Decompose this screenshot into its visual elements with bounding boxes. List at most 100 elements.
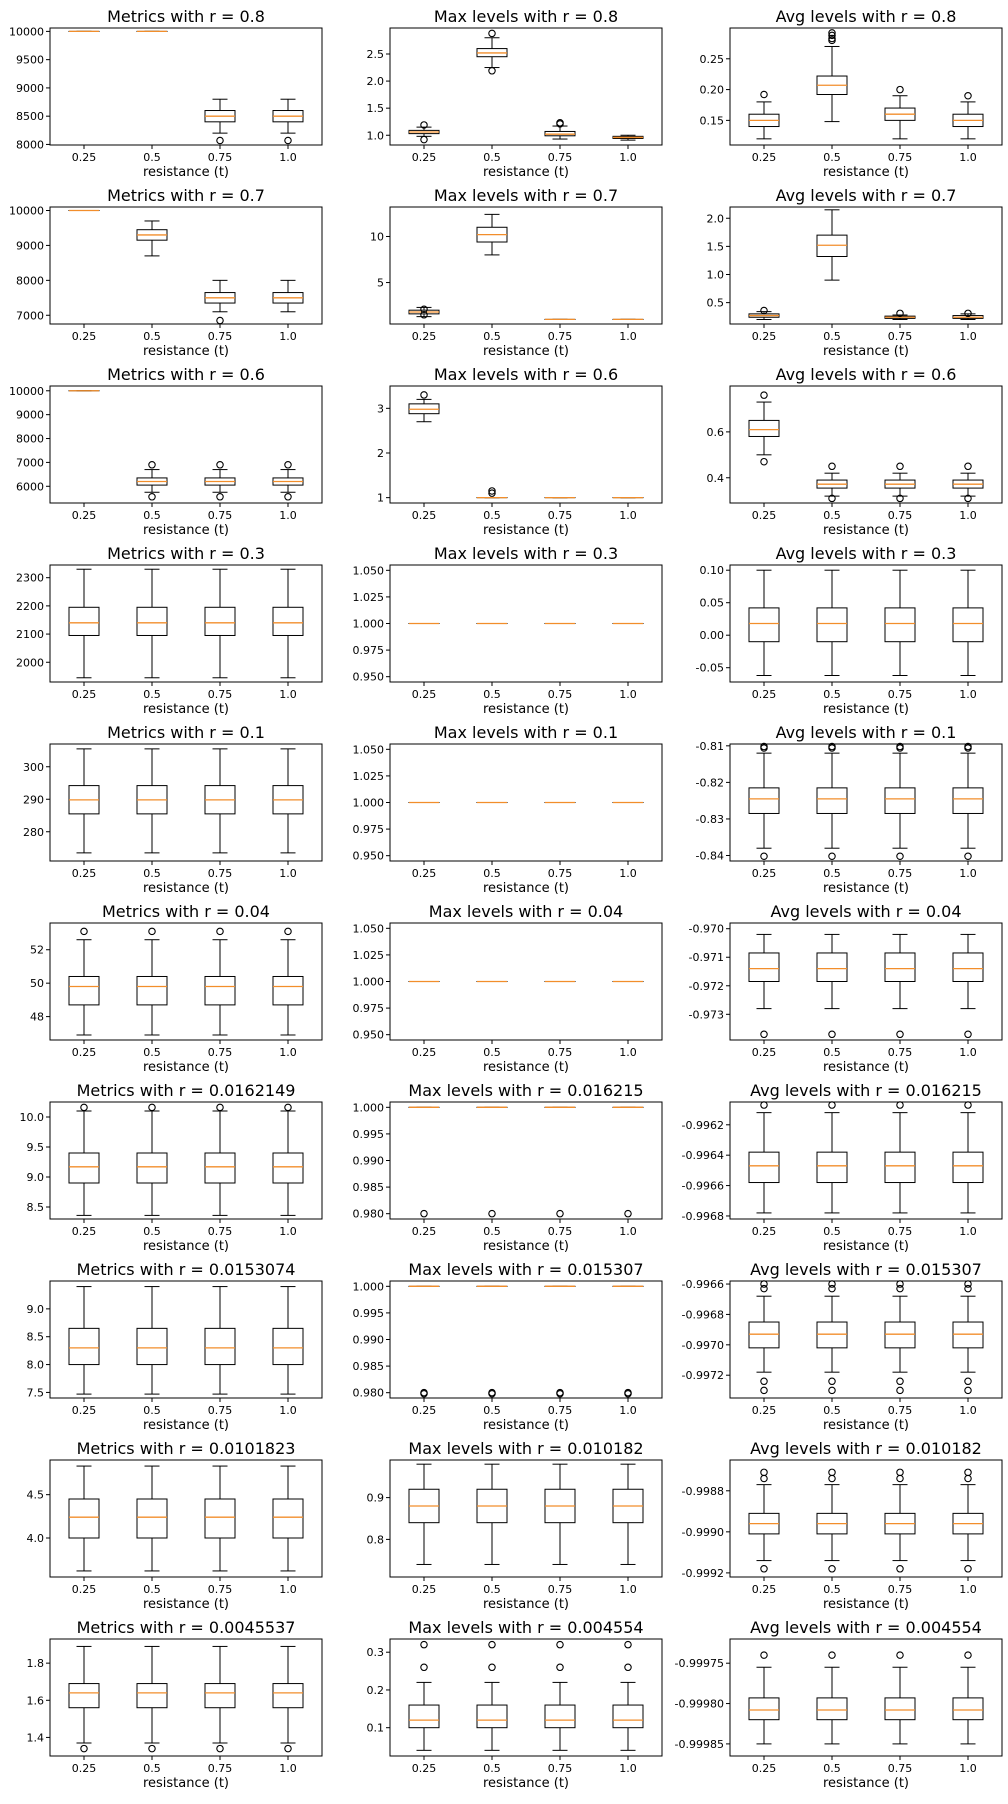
y-tick-label: 8.0 bbox=[27, 1359, 45, 1372]
x-tick-label: 0.25 bbox=[72, 867, 97, 880]
y-tick-label: -0.973 bbox=[689, 1008, 724, 1021]
plot-frame bbox=[390, 1102, 662, 1219]
y-tick-label: 0.9 bbox=[367, 1492, 385, 1505]
x-tick-label: 0.75 bbox=[888, 688, 913, 701]
x-tick-label: 0.25 bbox=[412, 1583, 437, 1596]
plot-frame bbox=[50, 1281, 322, 1398]
y-tick-label: -0.84 bbox=[696, 850, 724, 863]
subplot-18: Avg levels with r = 0.04-0.973-0.972-0.9… bbox=[689, 902, 1002, 1075]
x-axis-label: resistance (t) bbox=[823, 1776, 909, 1791]
x-tick-label: 1.0 bbox=[959, 688, 977, 701]
x-tick-label: 0.75 bbox=[548, 330, 573, 343]
y-tick-label: -0.9970 bbox=[682, 1339, 724, 1352]
plot-frame bbox=[730, 744, 1002, 861]
x-axis-label: resistance (t) bbox=[823, 1239, 909, 1254]
subplot-14: Max levels with r = 0.10.9500.9751.0001.… bbox=[353, 723, 663, 896]
subplot-29: Max levels with r = 0.0045540.10.20.30.2… bbox=[367, 1618, 663, 1791]
x-tick-label: 1.0 bbox=[959, 1225, 977, 1238]
y-tick-label: 10000 bbox=[9, 25, 44, 38]
x-tick-label: 0.5 bbox=[483, 1583, 501, 1596]
x-tick-label: 0.25 bbox=[72, 1225, 97, 1238]
y-tick-label: -0.99985 bbox=[675, 1738, 724, 1751]
x-tick-label: 0.5 bbox=[143, 151, 161, 164]
x-tick-label: 0.25 bbox=[412, 330, 437, 343]
x-axis-label: resistance (t) bbox=[483, 1776, 569, 1791]
subplot-15: Avg levels with r = 0.1-0.84-0.83-0.82-0… bbox=[696, 723, 1002, 896]
x-tick-label: 0.25 bbox=[72, 1046, 97, 1059]
subplot-title: Max levels with r = 0.6 bbox=[434, 365, 618, 384]
subplot-title: Max levels with r = 0.015307 bbox=[408, 1260, 643, 1279]
x-tick-label: 1.0 bbox=[279, 1762, 297, 1775]
x-tick-label: 0.5 bbox=[823, 688, 841, 701]
x-tick-label: 0.5 bbox=[483, 1404, 501, 1417]
x-tick-label: 0.75 bbox=[548, 1046, 573, 1059]
x-tick-label: 0.5 bbox=[143, 1762, 161, 1775]
x-tick-label: 0.75 bbox=[888, 151, 913, 164]
subplot-title: Metrics with r = 0.04 bbox=[102, 902, 270, 921]
y-tick-label: -0.83 bbox=[696, 813, 724, 826]
y-tick-label: 1.000 bbox=[353, 797, 385, 810]
x-tick-label: 1.0 bbox=[959, 1583, 977, 1596]
y-tick-label: 9500 bbox=[16, 54, 44, 67]
x-tick-label: 0.25 bbox=[752, 1225, 777, 1238]
subplot-22: Metrics with r = 0.01530747.58.08.59.00.… bbox=[27, 1260, 323, 1433]
subplot-title: Metrics with r = 0.0101823 bbox=[77, 1439, 296, 1458]
x-tick-label: 0.5 bbox=[483, 330, 501, 343]
x-axis-label: resistance (t) bbox=[823, 344, 909, 359]
x-axis-label: resistance (t) bbox=[823, 523, 909, 538]
x-tick-label: 0.25 bbox=[412, 1762, 437, 1775]
y-tick-label: -0.9962 bbox=[682, 1119, 724, 1132]
x-axis-label: resistance (t) bbox=[823, 1597, 909, 1612]
x-tick-label: 0.75 bbox=[208, 1225, 233, 1238]
x-tick-label: 0.75 bbox=[208, 1046, 233, 1059]
x-tick-label: 0.75 bbox=[548, 1762, 573, 1775]
y-tick-label: 3 bbox=[377, 402, 384, 415]
x-tick-label: 0.75 bbox=[548, 688, 573, 701]
x-tick-label: 0.5 bbox=[483, 1762, 501, 1775]
subplot-title: Metrics with r = 0.0153074 bbox=[77, 1260, 296, 1279]
y-tick-label: -0.99975 bbox=[675, 1657, 724, 1670]
x-axis-label: resistance (t) bbox=[483, 1060, 569, 1075]
y-tick-label: 1.000 bbox=[353, 976, 385, 989]
subplot-10: Metrics with r = 0.320002100220023000.25… bbox=[16, 544, 322, 717]
x-tick-label: 0.75 bbox=[888, 867, 913, 880]
x-tick-label: 0.75 bbox=[208, 509, 233, 522]
x-tick-label: 0.25 bbox=[752, 1762, 777, 1775]
y-tick-label: 8000 bbox=[16, 433, 44, 446]
y-tick-label: 1.050 bbox=[353, 564, 385, 577]
x-tick-label: 0.25 bbox=[752, 1583, 777, 1596]
subplot-title: Max levels with r = 0.016215 bbox=[408, 1081, 643, 1100]
x-tick-label: 0.5 bbox=[483, 867, 501, 880]
y-tick-label: 0.5 bbox=[707, 297, 725, 310]
y-tick-label: 9.0 bbox=[27, 1303, 45, 1316]
plot-frame bbox=[50, 1102, 322, 1219]
y-tick-label: 8.5 bbox=[27, 1201, 45, 1214]
subplot-title: Max levels with r = 0.1 bbox=[434, 723, 618, 742]
y-tick-label: -0.9964 bbox=[682, 1149, 724, 1162]
subplot-24: Avg levels with r = 0.015307-0.9972-0.99… bbox=[682, 1260, 1002, 1433]
x-tick-label: 0.25 bbox=[72, 1762, 97, 1775]
y-tick-label: 0.1 bbox=[367, 1722, 385, 1735]
x-tick-label: 1.0 bbox=[279, 1046, 297, 1059]
x-tick-label: 0.5 bbox=[143, 509, 161, 522]
x-tick-label: 0.5 bbox=[823, 1762, 841, 1775]
subplot-title: Avg levels with r = 0.016215 bbox=[750, 1081, 982, 1100]
x-tick-label: 1.0 bbox=[959, 1404, 977, 1417]
subplot-title: Metrics with r = 0.6 bbox=[107, 365, 265, 384]
x-tick-label: 1.0 bbox=[959, 509, 977, 522]
x-axis-label: resistance (t) bbox=[823, 165, 909, 180]
x-tick-label: 0.25 bbox=[752, 1046, 777, 1059]
plot-frame bbox=[390, 1639, 662, 1756]
y-tick-label: -0.9988 bbox=[682, 1485, 724, 1498]
subplot-title: Avg levels with r = 0.8 bbox=[776, 7, 957, 26]
x-tick-label: 1.0 bbox=[279, 688, 297, 701]
y-tick-label: 0.980 bbox=[353, 1387, 385, 1400]
plot-frame bbox=[390, 1281, 662, 1398]
x-tick-label: 1.0 bbox=[279, 509, 297, 522]
x-tick-label: 1.0 bbox=[279, 1583, 297, 1596]
x-axis-label: resistance (t) bbox=[483, 1418, 569, 1433]
